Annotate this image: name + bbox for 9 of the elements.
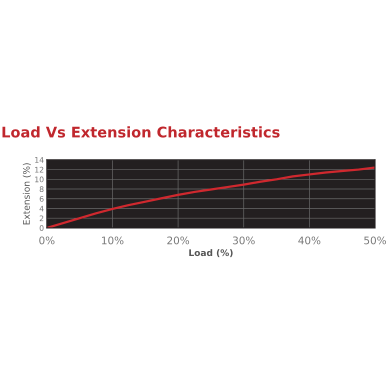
x-tick-label: 0% <box>39 236 55 244</box>
x-tick-label: 20% <box>167 236 190 244</box>
x-tick-label: 40% <box>298 236 320 244</box>
x-tick-label: 30% <box>232 236 255 244</box>
y-axis-title: Extension (%) <box>22 163 31 224</box>
chart-title: Load Vs Extension Characteristics <box>2 126 280 138</box>
x-tick-label: 50% <box>364 236 386 244</box>
x-tick-label: 10% <box>102 236 124 244</box>
x-axis-title: Load (%) <box>189 249 233 258</box>
